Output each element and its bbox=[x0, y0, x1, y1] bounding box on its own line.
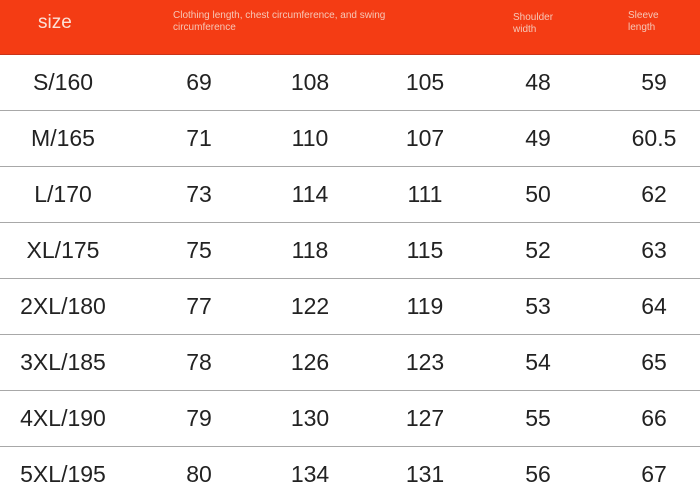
measurement-cell: 108 bbox=[290, 69, 330, 95]
measurement-cell: 107 bbox=[405, 125, 445, 151]
measurement-cell: 115 bbox=[406, 237, 444, 263]
header-sleeve-length: Sleeve length bbox=[628, 10, 659, 33]
measurement-cell: 134 bbox=[290, 461, 330, 487]
measurement-cell: 131 bbox=[405, 461, 445, 487]
measurement-cell: 105 bbox=[405, 69, 445, 95]
measurement-cell: 64 bbox=[641, 293, 667, 319]
size-cell: M/165 bbox=[31, 125, 95, 151]
size-cell: XL/175 bbox=[26, 237, 100, 263]
measurement-cell: 54 bbox=[525, 349, 551, 375]
measurement-cell: 71 bbox=[186, 125, 212, 151]
measurement-cell: 126 bbox=[290, 349, 330, 375]
header-measurements: Clothing length, chest circumference, an… bbox=[173, 10, 386, 33]
measurement-cell: 50 bbox=[525, 181, 551, 207]
table-row: S/160 69 108 105 48 59 bbox=[0, 55, 700, 111]
measurement-cell: 65 bbox=[641, 349, 667, 375]
table-header: size Clothing length, chest circumferenc… bbox=[0, 0, 700, 55]
measurement-cell: 114 bbox=[291, 181, 329, 207]
size-cell: L/170 bbox=[34, 181, 92, 207]
measurement-cell: 67 bbox=[641, 461, 667, 487]
measurement-cell: 110 bbox=[291, 125, 329, 151]
size-table-body: S/160 69 108 105 48 59 M/165 71 110 107 49 60.5 L/17… bbox=[0, 55, 700, 502]
size-cell: 4XL/190 bbox=[20, 405, 106, 431]
measurement-cell: 127 bbox=[405, 405, 445, 431]
table-row: 3XL/185 78 126 123 54 65 bbox=[0, 335, 700, 391]
table-row: XL/175 75 118 115 52 63 bbox=[0, 223, 700, 279]
header-size: size bbox=[38, 12, 72, 33]
measurement-cell: 59 bbox=[641, 69, 667, 95]
table-row: L/170 73 114 111 50 62 bbox=[0, 167, 700, 223]
measurement-cell: 48 bbox=[525, 69, 551, 95]
measurement-cell: 119 bbox=[406, 293, 444, 319]
measurement-cell: 66 bbox=[641, 405, 667, 431]
measurement-cell: 123 bbox=[405, 349, 445, 375]
size-cell: 2XL/180 bbox=[20, 293, 106, 319]
measurement-cell: 60.5 bbox=[631, 125, 677, 151]
table-row: 4XL/190 79 130 127 55 66 bbox=[0, 391, 700, 447]
measurement-cell: 118 bbox=[291, 237, 329, 263]
measurement-cell: 52 bbox=[525, 237, 551, 263]
measurement-cell: 122 bbox=[290, 293, 330, 319]
measurement-cell: 111 bbox=[407, 181, 443, 207]
measurement-cell: 130 bbox=[290, 405, 330, 431]
table-row: M/165 71 110 107 49 60.5 bbox=[0, 111, 700, 167]
measurement-cell: 63 bbox=[641, 237, 667, 263]
measurement-cell: 56 bbox=[525, 461, 551, 487]
measurement-cell: 73 bbox=[186, 181, 212, 207]
measurement-cell: 79 bbox=[186, 405, 212, 431]
size-cell: S/160 bbox=[32, 69, 94, 95]
measurement-cell: 55 bbox=[525, 405, 551, 431]
measurement-cell: 53 bbox=[525, 293, 551, 319]
size-cell: 3XL/185 bbox=[20, 349, 106, 375]
measurement-cell: 77 bbox=[186, 293, 212, 319]
measurement-cell: 62 bbox=[641, 181, 667, 207]
table-row: 2XL/180 77 122 119 53 64 bbox=[0, 279, 700, 335]
measurement-cell: 49 bbox=[525, 125, 551, 151]
size-cell: 5XL/195 bbox=[20, 461, 106, 487]
measurement-cell: 75 bbox=[186, 237, 212, 263]
header-shoulder-width: Shoulder width bbox=[513, 12, 554, 35]
measurement-cell: 80 bbox=[186, 461, 212, 487]
table-row: 5XL/195 80 134 131 56 67 bbox=[0, 447, 700, 502]
measurement-cell: 69 bbox=[186, 69, 212, 95]
measurement-cell: 78 bbox=[186, 349, 212, 375]
